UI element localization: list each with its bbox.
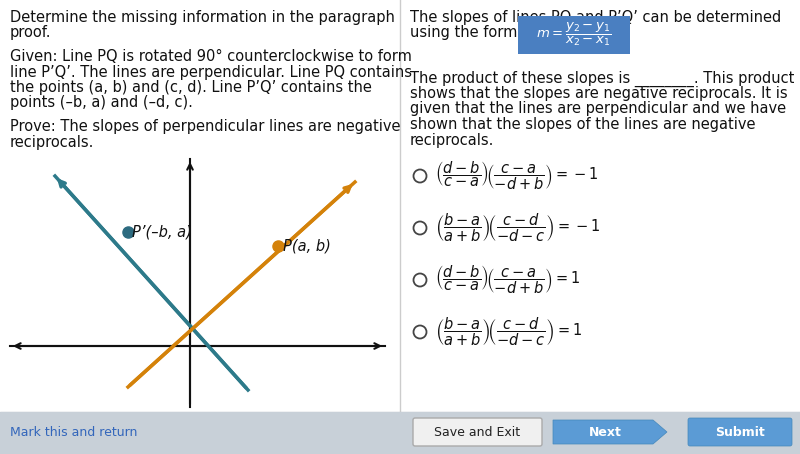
Text: The slopes of lines PQ and P’Q’ can be determined: The slopes of lines PQ and P’Q’ can be d…: [410, 10, 782, 25]
Text: reciprocals.: reciprocals.: [10, 134, 94, 149]
Text: using the formula: using the formula: [410, 25, 540, 40]
Text: Determine the missing information in the paragraph: Determine the missing information in the…: [10, 10, 395, 25]
Text: given that the lines are perpendicular and we have: given that the lines are perpendicular a…: [410, 102, 786, 117]
Text: shows that the slopes are negative reciprocals. It is: shows that the slopes are negative recip…: [410, 86, 788, 101]
Polygon shape: [553, 420, 667, 444]
FancyBboxPatch shape: [688, 418, 792, 446]
Text: P(a, b): P(a, b): [283, 238, 331, 253]
Bar: [0, 412, 800, 454]
FancyBboxPatch shape: [518, 15, 630, 54]
Text: P’(–b, a): P’(–b, a): [132, 224, 192, 240]
Text: $\left(\dfrac{d-b}{c-a}\right)\!\left(\dfrac{c-a}{-d+b}\right)=-1$: $\left(\dfrac{d-b}{c-a}\right)\!\left(\d…: [435, 160, 598, 192]
FancyBboxPatch shape: [413, 418, 542, 446]
Text: points (–b, a) and (–d, c).: points (–b, a) and (–d, c).: [10, 95, 193, 110]
Text: shown that the slopes of the lines are negative: shown that the slopes of the lines are n…: [410, 117, 755, 132]
Text: Mark this and return: Mark this and return: [10, 426, 138, 439]
Text: Save and Exit: Save and Exit: [434, 425, 520, 439]
Text: $\left(\dfrac{b-a}{a+b}\right)\!\left(\dfrac{c-d}{-d-c}\right)=1$: $\left(\dfrac{b-a}{a+b}\right)\!\left(\d…: [435, 316, 582, 348]
Text: $m = \dfrac{y_2-y_1}{x_2-x_1}$: $m = \dfrac{y_2-y_1}{x_2-x_1}$: [536, 21, 612, 48]
Text: Submit: Submit: [715, 425, 765, 439]
Text: $\left(\dfrac{b-a}{a+b}\right)\!\left(\dfrac{c-d}{-d-c}\right)=-1$: $\left(\dfrac{b-a}{a+b}\right)\!\left(\d…: [435, 212, 600, 244]
Text: line P’Q’. The lines are perpendicular. Line PQ contains: line P’Q’. The lines are perpendicular. …: [10, 64, 412, 79]
Text: the points (a, b) and (c, d). Line P’Q’ contains the: the points (a, b) and (c, d). Line P’Q’ …: [10, 80, 372, 95]
Text: Given: Line PQ is rotated 90° counterclockwise to form: Given: Line PQ is rotated 90° counterclo…: [10, 49, 412, 64]
Text: The product of these slopes is ________. This product: The product of these slopes is ________.…: [410, 70, 794, 87]
Text: proof.: proof.: [10, 25, 51, 40]
Text: $\left(\dfrac{d-b}{c-a}\right)\!\left(\dfrac{c-a}{-d+b}\right)=1$: $\left(\dfrac{d-b}{c-a}\right)\!\left(\d…: [435, 264, 580, 296]
Text: Next: Next: [589, 425, 622, 439]
Text: Prove: The slopes of perpendicular lines are negative: Prove: The slopes of perpendicular lines…: [10, 119, 401, 134]
Text: reciprocals.: reciprocals.: [410, 133, 494, 148]
